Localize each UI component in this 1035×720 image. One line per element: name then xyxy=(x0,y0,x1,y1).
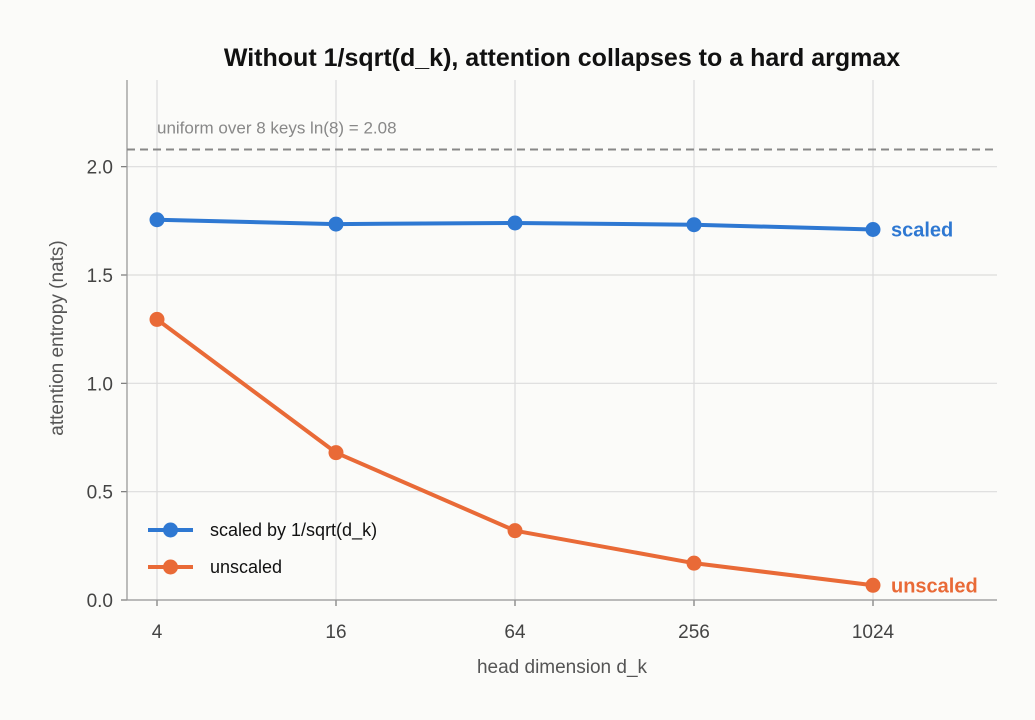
y-tick-label: 0.0 xyxy=(87,591,113,612)
y-tick-label: 0.5 xyxy=(87,483,113,504)
data-point xyxy=(149,212,165,228)
data-point xyxy=(149,311,165,327)
y-tick-label: 1.0 xyxy=(87,374,113,395)
data-point xyxy=(865,577,881,593)
y-tick-label: 2.0 xyxy=(87,158,113,179)
legend-marker xyxy=(163,522,178,538)
x-tick-label: 1024 xyxy=(852,622,895,643)
data-point xyxy=(507,215,523,231)
x-tick-label: 256 xyxy=(678,622,710,643)
x-tick-label: 64 xyxy=(504,622,526,643)
y-tick-label: 1.5 xyxy=(87,266,113,287)
chart-title: Without 1/sqrt(d_k), attention collapses… xyxy=(224,44,900,72)
legend: scaled by 1/sqrt(d_k) unscaled xyxy=(148,520,377,577)
x-tick-label: 16 xyxy=(325,622,346,643)
legend-label: unscaled xyxy=(210,557,282,577)
legend-marker xyxy=(163,559,178,575)
data-point xyxy=(328,216,344,232)
data-point xyxy=(686,217,702,233)
legend-label: scaled by 1/sqrt(d_k) xyxy=(210,520,377,541)
reference-line-group: uniform over 8 keys ln(8) = 2.08 xyxy=(127,119,997,151)
x-tick-label: 4 xyxy=(152,622,163,643)
series-end-label: unscaled xyxy=(891,575,978,597)
y-axis-label: attention entropy (nats) xyxy=(47,240,68,435)
x-axis-label: head dimension d_k xyxy=(477,657,648,678)
axes: 4 16 64 256 1024 0.0 0.5 1.0 1.5 2.0 xyxy=(87,80,997,643)
series-end-label: scaled xyxy=(891,220,953,242)
reference-line-label: uniform over 8 keys ln(8) = 2.08 xyxy=(157,119,397,138)
series-group: scaled unscaled xyxy=(149,212,978,597)
data-point xyxy=(328,445,344,461)
data-point xyxy=(507,523,523,539)
data-point xyxy=(686,555,702,571)
data-point xyxy=(865,222,881,237)
